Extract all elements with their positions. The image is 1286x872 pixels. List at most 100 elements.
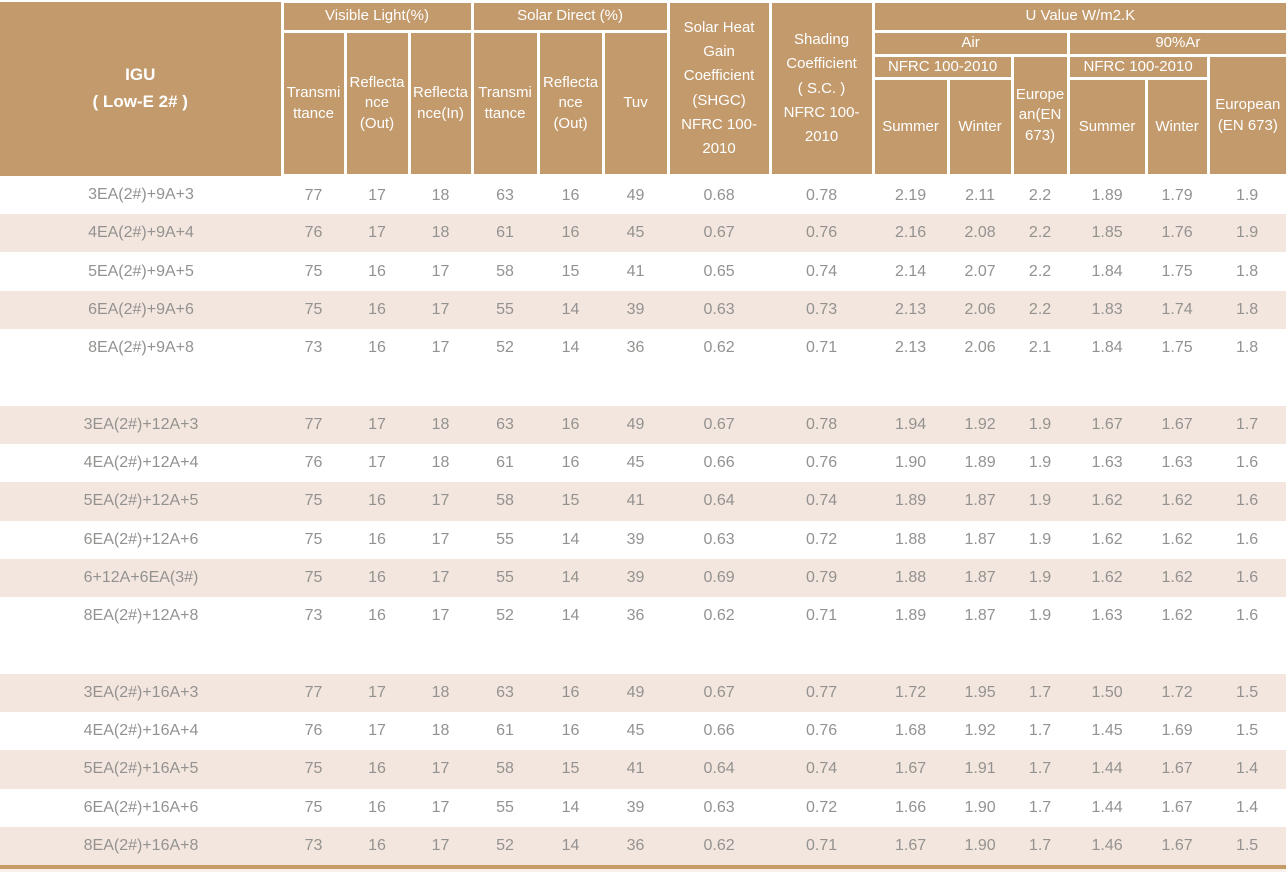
value-cell: 15 bbox=[561, 760, 580, 778]
value-cell: 1.62 bbox=[1091, 568, 1123, 586]
value-cell: 1.87 bbox=[964, 530, 996, 548]
value-cell: 61 bbox=[496, 224, 514, 242]
value-cell: 1.5 bbox=[1235, 722, 1259, 740]
value-cell: 0.63 bbox=[703, 798, 735, 816]
igu-config-label: 8EA(2#)+9A+8 bbox=[88, 339, 194, 357]
value-cell: 16 bbox=[368, 262, 386, 280]
value-cell: 55 bbox=[496, 798, 514, 816]
value-cell: 75 bbox=[304, 568, 323, 586]
value-cell: 1.7 bbox=[1028, 722, 1052, 740]
value-cell: 1.76 bbox=[1161, 224, 1193, 242]
value-cell: 2.2 bbox=[1028, 262, 1052, 280]
value-cell: 77 bbox=[304, 683, 323, 701]
value-cell: 16 bbox=[561, 683, 580, 701]
sd-reflectance-out-header: Reflecta nce (Out) bbox=[536, 29, 605, 178]
value-cell: 0.67 bbox=[703, 224, 735, 242]
value-cell: 49 bbox=[626, 415, 645, 433]
value-cell: 73 bbox=[304, 607, 323, 625]
value-cell: 0.74 bbox=[805, 262, 838, 280]
value-cell: 1.79 bbox=[1161, 186, 1193, 204]
value-cell: 1.7 bbox=[1028, 683, 1052, 701]
value-cell: 1.69 bbox=[1161, 722, 1193, 740]
value-cell: 76 bbox=[304, 224, 323, 242]
value-cell: 2.2 bbox=[1028, 186, 1052, 204]
value-cell: 2.06 bbox=[964, 300, 996, 318]
table-row: 6EA(2#)+9A+6 75 16 17 55 14 39 0.63 0.73 2.13 2.06… bbox=[0, 290, 1286, 330]
value-cell: 0.71 bbox=[805, 837, 838, 855]
spacer-row bbox=[0, 635, 1286, 674]
igu-config-label: 6EA(2#)+16A+6 bbox=[83, 798, 199, 816]
value-cell: 0.68 bbox=[703, 186, 735, 204]
table-row: 5EA(2#)+9A+5 75 16 17 58 15 41 0.65 0.74 2.14 2.07… bbox=[0, 252, 1286, 291]
value-cell: 17 bbox=[431, 492, 450, 510]
value-cell: 17 bbox=[431, 568, 450, 586]
value-cell: 1.7 bbox=[1028, 798, 1052, 816]
value-cell: 17 bbox=[368, 683, 386, 701]
value-cell: 45 bbox=[626, 454, 645, 472]
value-cell: 15 bbox=[561, 262, 580, 280]
table-row: 6EA(2#)+16A+6 75 16 17 55 14 39 0.63 0.72 1.66 1.9… bbox=[0, 788, 1286, 827]
vl-transmittance-header: Transmi ttance bbox=[280, 29, 347, 178]
value-cell: 0.72 bbox=[805, 798, 838, 816]
value-cell: 14 bbox=[561, 300, 580, 318]
value-cell: 45 bbox=[626, 224, 645, 242]
nfrc-air-header: NFRC 100-2010 bbox=[871, 53, 1014, 81]
spacer-row bbox=[0, 367, 1286, 406]
value-cell: 18 bbox=[431, 683, 450, 701]
value-cell: 0.76 bbox=[805, 224, 838, 242]
air-european-header: Europe an(EN 673) bbox=[1010, 53, 1070, 178]
value-cell: 18 bbox=[431, 186, 450, 204]
value-cell: 55 bbox=[496, 530, 514, 548]
value-cell: 75 bbox=[304, 760, 323, 778]
igu-config-label: 3EA(2#)+9A+3 bbox=[88, 186, 194, 204]
igu-config-label: 6EA(2#)+9A+6 bbox=[88, 300, 194, 318]
value-cell: 14 bbox=[561, 339, 580, 357]
u-value-group-header: U Value W/m2.K bbox=[871, 0, 1286, 33]
value-cell: 63 bbox=[496, 415, 514, 433]
value-cell: 1.62 bbox=[1091, 492, 1123, 510]
value-cell: 0.71 bbox=[805, 607, 838, 625]
value-cell: 36 bbox=[626, 607, 645, 625]
argon-european-header: European (EN 673) bbox=[1206, 53, 1286, 178]
value-cell: 63 bbox=[496, 683, 514, 701]
value-cell: 0.67 bbox=[703, 415, 735, 433]
value-cell: 16 bbox=[561, 186, 580, 204]
igu-config-label: 3EA(2#)+16A+3 bbox=[83, 683, 199, 701]
igu-config-label: 6EA(2#)+12A+6 bbox=[83, 530, 199, 548]
value-cell: 1.7 bbox=[1235, 415, 1259, 433]
argon-summer-header: Summer bbox=[1066, 77, 1148, 178]
value-cell: 17 bbox=[368, 224, 386, 242]
value-cell: 2.13 bbox=[894, 339, 927, 357]
value-cell: 1.9 bbox=[1028, 454, 1052, 472]
value-cell: 1.84 bbox=[1091, 262, 1123, 280]
value-cell: 0.66 bbox=[703, 454, 735, 472]
value-cell: 36 bbox=[626, 339, 645, 357]
value-cell: 1.94 bbox=[894, 415, 927, 433]
table-body: 3EA(2#)+9A+3 77 17 18 63 16 49 0.68 0.78 2.19 2.11… bbox=[0, 175, 1286, 866]
value-cell: 18 bbox=[431, 722, 450, 740]
value-cell: 39 bbox=[626, 530, 645, 548]
table-row: 8EA(2#)+9A+8 73 16 17 52 14 36 0.62 0.71 2.13 2.06… bbox=[0, 329, 1286, 368]
value-cell: 0.65 bbox=[703, 262, 735, 280]
value-cell: 73 bbox=[304, 339, 323, 357]
value-cell: 2.14 bbox=[894, 262, 927, 280]
value-cell: 16 bbox=[561, 722, 580, 740]
table-row: 8EA(2#)+16A+8 73 16 17 52 14 36 0.62 0.71 1.67 1.9… bbox=[0, 826, 1286, 866]
value-cell: 16 bbox=[561, 415, 580, 433]
value-cell: 45 bbox=[626, 722, 645, 740]
value-cell: 58 bbox=[496, 492, 514, 510]
visible-light-group-header: Visible Light(%) bbox=[280, 0, 474, 33]
value-cell: 16 bbox=[561, 454, 580, 472]
value-cell: 2.1 bbox=[1028, 339, 1052, 357]
value-cell: 16 bbox=[368, 492, 386, 510]
value-cell: 75 bbox=[304, 262, 323, 280]
value-cell: 58 bbox=[496, 262, 514, 280]
igu-config-label: 4EA(2#)+12A+4 bbox=[83, 454, 199, 472]
value-cell: 1.67 bbox=[1161, 798, 1193, 816]
value-cell: 0.62 bbox=[703, 837, 735, 855]
value-cell: 1.7 bbox=[1028, 837, 1052, 855]
value-cell: 49 bbox=[626, 186, 645, 204]
value-cell: 1.75 bbox=[1161, 339, 1193, 357]
value-cell: 1.90 bbox=[964, 798, 996, 816]
